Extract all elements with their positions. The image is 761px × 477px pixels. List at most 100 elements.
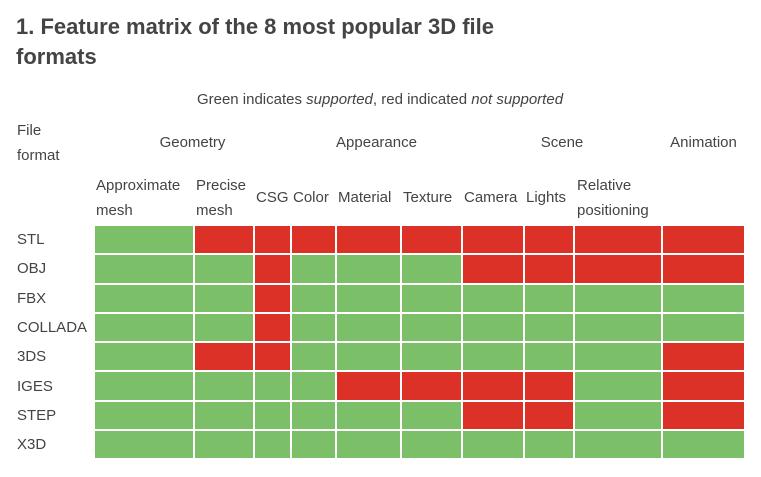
cell-supported xyxy=(525,431,573,459)
cell-supported xyxy=(402,284,461,312)
cell-supported xyxy=(292,284,335,312)
cell-supported xyxy=(95,284,193,312)
row-label: IGES xyxy=(17,377,53,395)
col-relative-positioning: Relative positioning xyxy=(577,177,649,219)
cell-not-supported xyxy=(525,401,573,430)
cell-not-supported xyxy=(292,226,335,254)
cell-supported xyxy=(525,313,573,342)
col-lights: Lights xyxy=(526,189,567,206)
cell-supported xyxy=(463,343,523,371)
cell-supported xyxy=(95,343,193,371)
cell-not-supported xyxy=(663,343,744,371)
cell-supported xyxy=(95,431,193,459)
cell-supported xyxy=(575,372,661,400)
col-material: Material xyxy=(338,189,392,206)
cell-supported xyxy=(663,313,744,342)
col-csg: CSG xyxy=(256,189,289,206)
cell-supported xyxy=(337,431,400,459)
row-label: STEP xyxy=(17,406,57,424)
cell-not-supported xyxy=(402,372,461,400)
cell-not-supported xyxy=(255,343,290,371)
cell-not-supported xyxy=(337,372,400,400)
cell-supported xyxy=(195,401,253,430)
row-label: STL xyxy=(17,231,45,248)
cell-not-supported xyxy=(255,255,290,283)
cell-not-supported xyxy=(255,226,290,254)
cell-not-supported xyxy=(463,401,523,430)
cell-supported xyxy=(195,431,253,459)
legend-caption: Green indicates supported, red indicated… xyxy=(95,91,665,108)
cell-supported xyxy=(337,313,400,342)
caption-not-supported: not supported xyxy=(471,91,564,108)
cell-supported xyxy=(195,255,253,283)
group-scene: Scene xyxy=(540,134,584,151)
cell-not-supported xyxy=(195,343,253,371)
row-label: FBX xyxy=(17,289,47,307)
row-label: X3D xyxy=(17,436,47,454)
cell-supported xyxy=(337,255,400,283)
cell-not-supported xyxy=(463,255,523,283)
feature-matrix xyxy=(95,226,744,459)
cell-supported xyxy=(525,343,573,371)
cell-supported xyxy=(195,372,253,400)
cell-not-supported xyxy=(337,226,400,254)
cell-supported xyxy=(95,372,193,400)
cell-supported xyxy=(463,313,523,342)
cell-supported xyxy=(663,284,744,312)
cell-supported xyxy=(255,372,290,400)
cell-not-supported xyxy=(575,226,661,254)
cell-not-supported xyxy=(463,372,523,400)
cell-supported xyxy=(463,431,523,459)
col-camera: Camera xyxy=(464,189,518,206)
group-appearance: Appearance xyxy=(336,134,417,151)
cell-supported xyxy=(195,313,253,342)
cell-supported xyxy=(402,313,461,342)
cell-supported xyxy=(292,313,335,342)
caption-supported: supported xyxy=(306,91,373,108)
cell-supported xyxy=(402,431,461,459)
cell-not-supported xyxy=(255,284,290,312)
cell-supported xyxy=(402,401,461,430)
group-geometry: Geometry xyxy=(159,134,226,151)
cell-supported xyxy=(463,284,523,312)
cell-supported xyxy=(575,343,661,371)
cell-supported xyxy=(292,255,335,283)
cell-supported xyxy=(95,226,193,254)
cell-supported xyxy=(663,431,744,459)
cell-not-supported xyxy=(525,372,573,400)
col-precise-mesh: Precise mesh xyxy=(196,177,247,219)
cell-not-supported xyxy=(525,226,573,254)
row-label: COLLADA xyxy=(17,318,88,336)
cell-not-supported xyxy=(575,255,661,283)
cell-supported xyxy=(575,284,661,312)
page-title: 1. Feature matrix of the 8 most popular … xyxy=(16,14,494,69)
group-animation: Animation xyxy=(670,134,737,151)
cell-supported xyxy=(255,401,290,430)
cell-supported xyxy=(337,401,400,430)
cell-not-supported xyxy=(663,255,744,283)
cell-supported xyxy=(95,255,193,283)
row-label: OBJ xyxy=(17,260,47,278)
row-header: File format xyxy=(17,122,60,164)
cell-not-supported xyxy=(255,313,290,342)
cell-supported xyxy=(337,343,400,371)
cell-supported xyxy=(292,343,335,371)
col-texture: Texture xyxy=(403,189,453,206)
cell-supported xyxy=(337,284,400,312)
cell-not-supported xyxy=(663,372,744,400)
cell-supported xyxy=(402,343,461,371)
caption-text: Green indicates xyxy=(196,91,307,108)
cell-supported xyxy=(575,401,661,430)
cell-not-supported xyxy=(663,401,744,430)
cell-not-supported xyxy=(463,226,523,254)
cell-supported xyxy=(255,431,290,459)
cell-supported xyxy=(525,284,573,312)
cell-supported xyxy=(195,284,253,312)
col-color: Color xyxy=(293,189,329,206)
cell-supported xyxy=(402,255,461,283)
cell-not-supported xyxy=(525,255,573,283)
cell-supported xyxy=(575,431,661,459)
cell-supported xyxy=(95,313,193,342)
row-label: 3DS xyxy=(17,348,47,366)
caption-text: , red indicated xyxy=(372,91,472,108)
